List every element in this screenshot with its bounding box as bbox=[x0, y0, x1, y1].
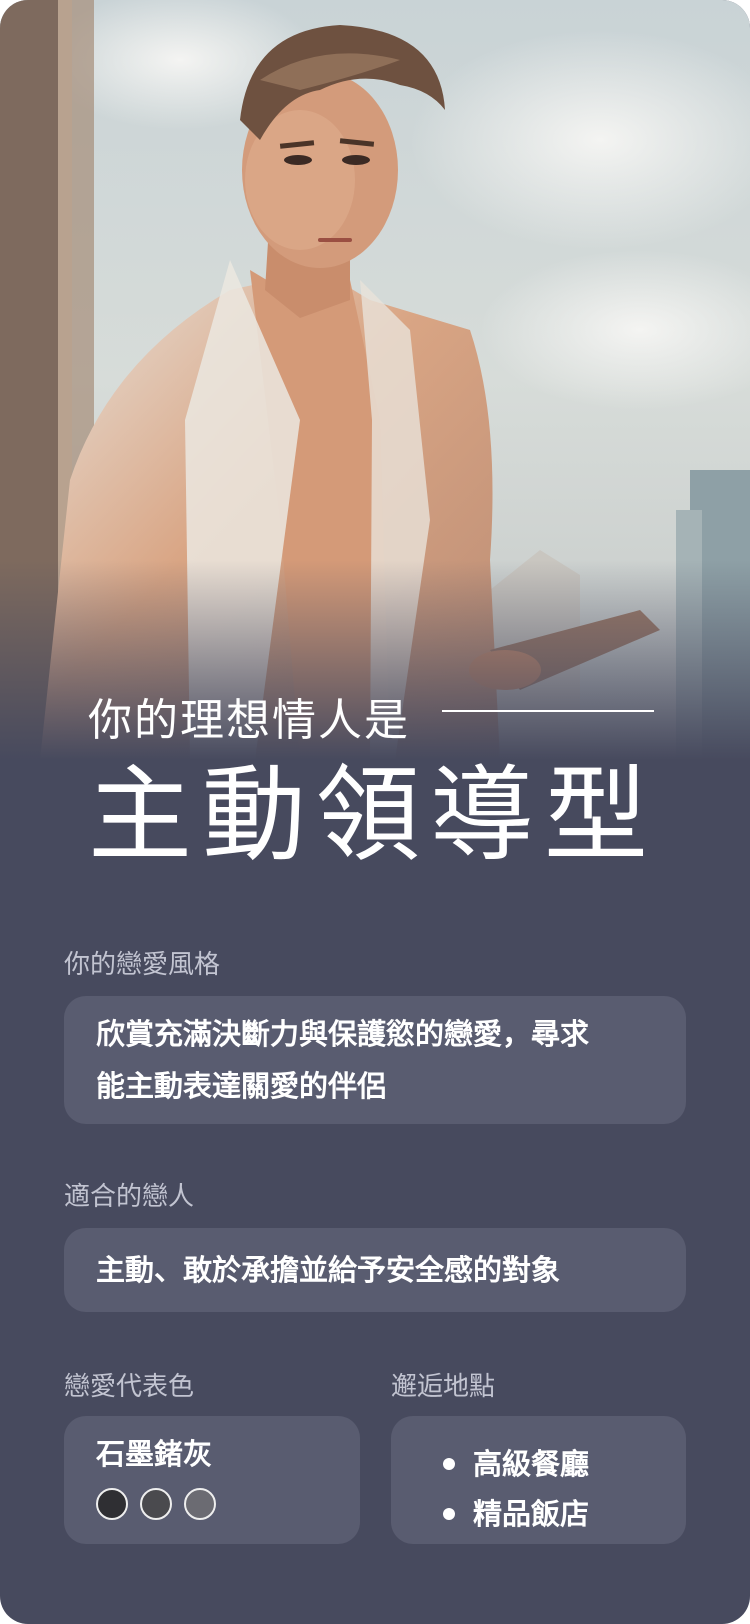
swatch-1 bbox=[96, 1488, 128, 1520]
result-subtitle: 你的理想情人是 bbox=[88, 695, 410, 746]
subtitle-divider bbox=[442, 710, 654, 712]
bullet-icon bbox=[443, 1458, 455, 1470]
result-subtitle-row: 你的理想情人是 bbox=[88, 682, 668, 746]
place-item-1: 高級餐廳 bbox=[473, 1447, 590, 1481]
place-item-2: 精品飯店 bbox=[473, 1497, 590, 1531]
hero-illustration bbox=[0, 0, 750, 760]
style-text-line-1: 欣賞充滿決斷力與保護慾的戀愛，尋求 bbox=[96, 1017, 590, 1051]
bullet-icon bbox=[443, 1508, 455, 1520]
style-text-line-2: 能主動表達關愛的伴侶 bbox=[96, 1069, 387, 1103]
match-label: 適合的戀人 bbox=[64, 1182, 195, 1212]
swatch-2 bbox=[140, 1488, 172, 1520]
color-name: 石墨鍺灰 bbox=[96, 1437, 213, 1471]
color-label: 戀愛代表色 bbox=[64, 1372, 195, 1402]
match-text: 主動、敢於承擔並給予安全感的對象 bbox=[96, 1253, 561, 1287]
result-title: 主動領導型 bbox=[88, 754, 659, 876]
place-label: 邂逅地點 bbox=[391, 1372, 496, 1402]
swatch-3 bbox=[184, 1488, 216, 1520]
style-box: 欣賞充滿決斷力與保護慾的戀愛，尋求 能主動表達關愛的伴侶 bbox=[64, 996, 686, 1124]
match-box: 主動、敢於承擔並給予安全感的對象 bbox=[64, 1228, 686, 1312]
style-label: 你的戀愛風格 bbox=[64, 950, 221, 980]
place-box bbox=[391, 1416, 686, 1544]
portrait-illustration-icon bbox=[0, 0, 750, 760]
color-box: 石墨鍺灰 bbox=[64, 1416, 360, 1544]
